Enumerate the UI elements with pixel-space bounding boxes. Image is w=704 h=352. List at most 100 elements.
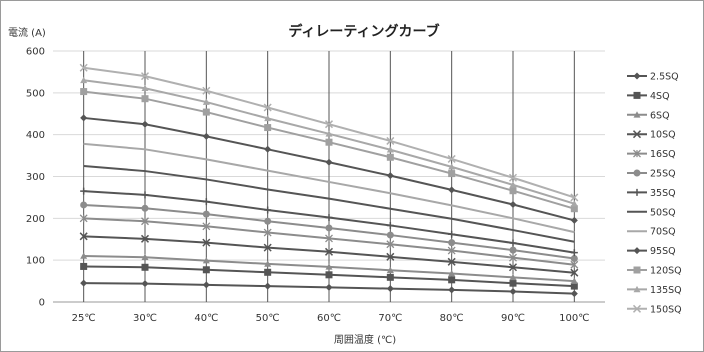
data-point bbox=[79, 63, 88, 72]
series-95sq bbox=[80, 114, 578, 224]
y-tick-label: 300 bbox=[26, 172, 45, 183]
x-tick-label: 70℃ bbox=[378, 313, 402, 324]
legend-label: 6SQ bbox=[650, 110, 670, 121]
data-point bbox=[202, 281, 210, 289]
data-point bbox=[509, 273, 517, 281]
data-point bbox=[263, 243, 272, 252]
legend-item-120sq: 120SQ bbox=[627, 266, 682, 277]
series-10sq bbox=[79, 232, 579, 277]
legend-label: 135SQ bbox=[650, 285, 682, 296]
legend-marker bbox=[633, 111, 641, 118]
series-25sq bbox=[80, 201, 578, 262]
data-point bbox=[202, 86, 211, 95]
data-point bbox=[141, 280, 149, 288]
data-point bbox=[202, 108, 210, 116]
data-point bbox=[324, 247, 334, 256]
data-point bbox=[386, 285, 394, 293]
data-point bbox=[79, 214, 88, 223]
legend-marker bbox=[633, 266, 641, 274]
data-point bbox=[264, 124, 272, 132]
data-point bbox=[386, 273, 394, 281]
legend-marker bbox=[633, 247, 641, 255]
data-point bbox=[264, 282, 272, 290]
data-point bbox=[79, 232, 88, 241]
series-120sq bbox=[80, 88, 578, 213]
legend-label: 120SQ bbox=[650, 266, 682, 277]
x-tick-label: 25℃ bbox=[72, 313, 96, 324]
legend-label: 10SQ bbox=[650, 130, 676, 141]
data-point bbox=[509, 239, 517, 247]
legend-item-6sq: 6SQ bbox=[627, 110, 670, 121]
data-point bbox=[140, 234, 150, 243]
legend-marker bbox=[633, 91, 641, 99]
data-point bbox=[264, 206, 272, 214]
data-point bbox=[325, 213, 333, 221]
data-point bbox=[570, 260, 579, 269]
data-point bbox=[141, 253, 149, 261]
data-point bbox=[386, 136, 395, 145]
data-point bbox=[386, 172, 394, 180]
data-point bbox=[80, 76, 88, 84]
data-point bbox=[448, 170, 456, 178]
data-point bbox=[509, 246, 517, 254]
data-point bbox=[447, 154, 456, 163]
legend-marker bbox=[633, 188, 641, 196]
legend-item-25sq: 25SQ bbox=[627, 169, 676, 180]
data-point bbox=[447, 246, 456, 255]
legend-label: 35SQ bbox=[650, 188, 676, 199]
legend-marker bbox=[633, 169, 641, 177]
y-tick-labels: 0 100 200 300 400 500 600 bbox=[26, 47, 45, 309]
legend-label: 16SQ bbox=[650, 149, 676, 160]
legend-item-50sq: 50SQ bbox=[627, 207, 676, 218]
x-tick-label: 60℃ bbox=[317, 313, 341, 324]
series-70sq bbox=[83, 142, 575, 234]
x-tick-label: 50℃ bbox=[256, 313, 280, 324]
data-point bbox=[570, 249, 578, 257]
legend-label: 70SQ bbox=[650, 227, 676, 238]
legend-item-135sq: 135SQ bbox=[627, 285, 682, 296]
series-line bbox=[83, 165, 575, 243]
legend-label: 50SQ bbox=[650, 207, 676, 218]
data-point bbox=[141, 191, 149, 199]
x-tick-label: 30℃ bbox=[133, 313, 157, 324]
legend-item-35sq: 35SQ bbox=[627, 188, 676, 199]
data-point bbox=[570, 205, 578, 213]
y-tick-label: 200 bbox=[26, 214, 45, 225]
data-point bbox=[509, 201, 517, 209]
data-point bbox=[448, 270, 456, 277]
data-point bbox=[509, 253, 517, 262]
series-50sq bbox=[83, 165, 575, 243]
legend-item-2-5sq: 2.5SQ bbox=[627, 72, 679, 83]
x-tick-label: 40℃ bbox=[194, 313, 218, 324]
data-point bbox=[264, 114, 272, 122]
legend-item-16sq: 16SQ bbox=[627, 149, 676, 160]
data-point bbox=[141, 84, 149, 92]
legend: 2.5SQ 4SQ 6SQ 10SQ 16SQ 25SQ 35SQ 50SQ 70SQ 95SQ 1… bbox=[627, 72, 682, 315]
y-tick-label: 500 bbox=[26, 88, 45, 99]
data-point bbox=[325, 283, 333, 291]
data-point bbox=[141, 204, 149, 212]
data-point bbox=[508, 173, 518, 182]
data-point bbox=[386, 231, 394, 239]
data-point bbox=[325, 138, 333, 146]
legend-item-10sq: 10SQ bbox=[627, 130, 676, 141]
data-point bbox=[80, 262, 88, 270]
data-point bbox=[570, 193, 579, 202]
x-tick-label: 90℃ bbox=[501, 313, 525, 324]
legend-label: 95SQ bbox=[650, 246, 676, 257]
data-point bbox=[570, 254, 578, 262]
data-point bbox=[140, 72, 150, 81]
data-point bbox=[570, 268, 579, 277]
legend-item-95sq: 95SQ bbox=[627, 246, 676, 257]
data-point bbox=[570, 290, 578, 298]
y-tick-label: 400 bbox=[26, 130, 45, 141]
series-4sq bbox=[80, 262, 578, 290]
data-point bbox=[202, 257, 210, 264]
series-2-5sq bbox=[80, 279, 578, 298]
data-point bbox=[448, 286, 456, 294]
data-point bbox=[509, 279, 517, 287]
data-point bbox=[202, 266, 210, 274]
data-point bbox=[509, 288, 517, 296]
legend-label: 4SQ bbox=[650, 91, 670, 102]
